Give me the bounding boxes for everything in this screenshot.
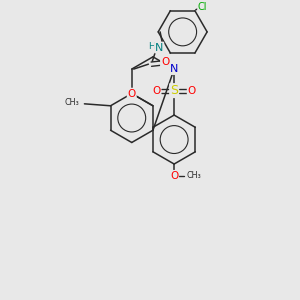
Text: Cl: Cl: [198, 2, 208, 12]
Text: H: H: [148, 42, 155, 51]
Text: O: O: [128, 88, 136, 98]
Text: O: O: [152, 85, 160, 96]
Text: N: N: [155, 43, 163, 52]
Text: CH₃: CH₃: [187, 171, 202, 180]
Text: N: N: [170, 64, 178, 74]
Text: O: O: [170, 171, 178, 181]
Text: O: O: [161, 57, 169, 67]
Text: O: O: [188, 85, 196, 96]
Text: S: S: [170, 84, 178, 97]
Text: CH₃: CH₃: [64, 98, 79, 107]
